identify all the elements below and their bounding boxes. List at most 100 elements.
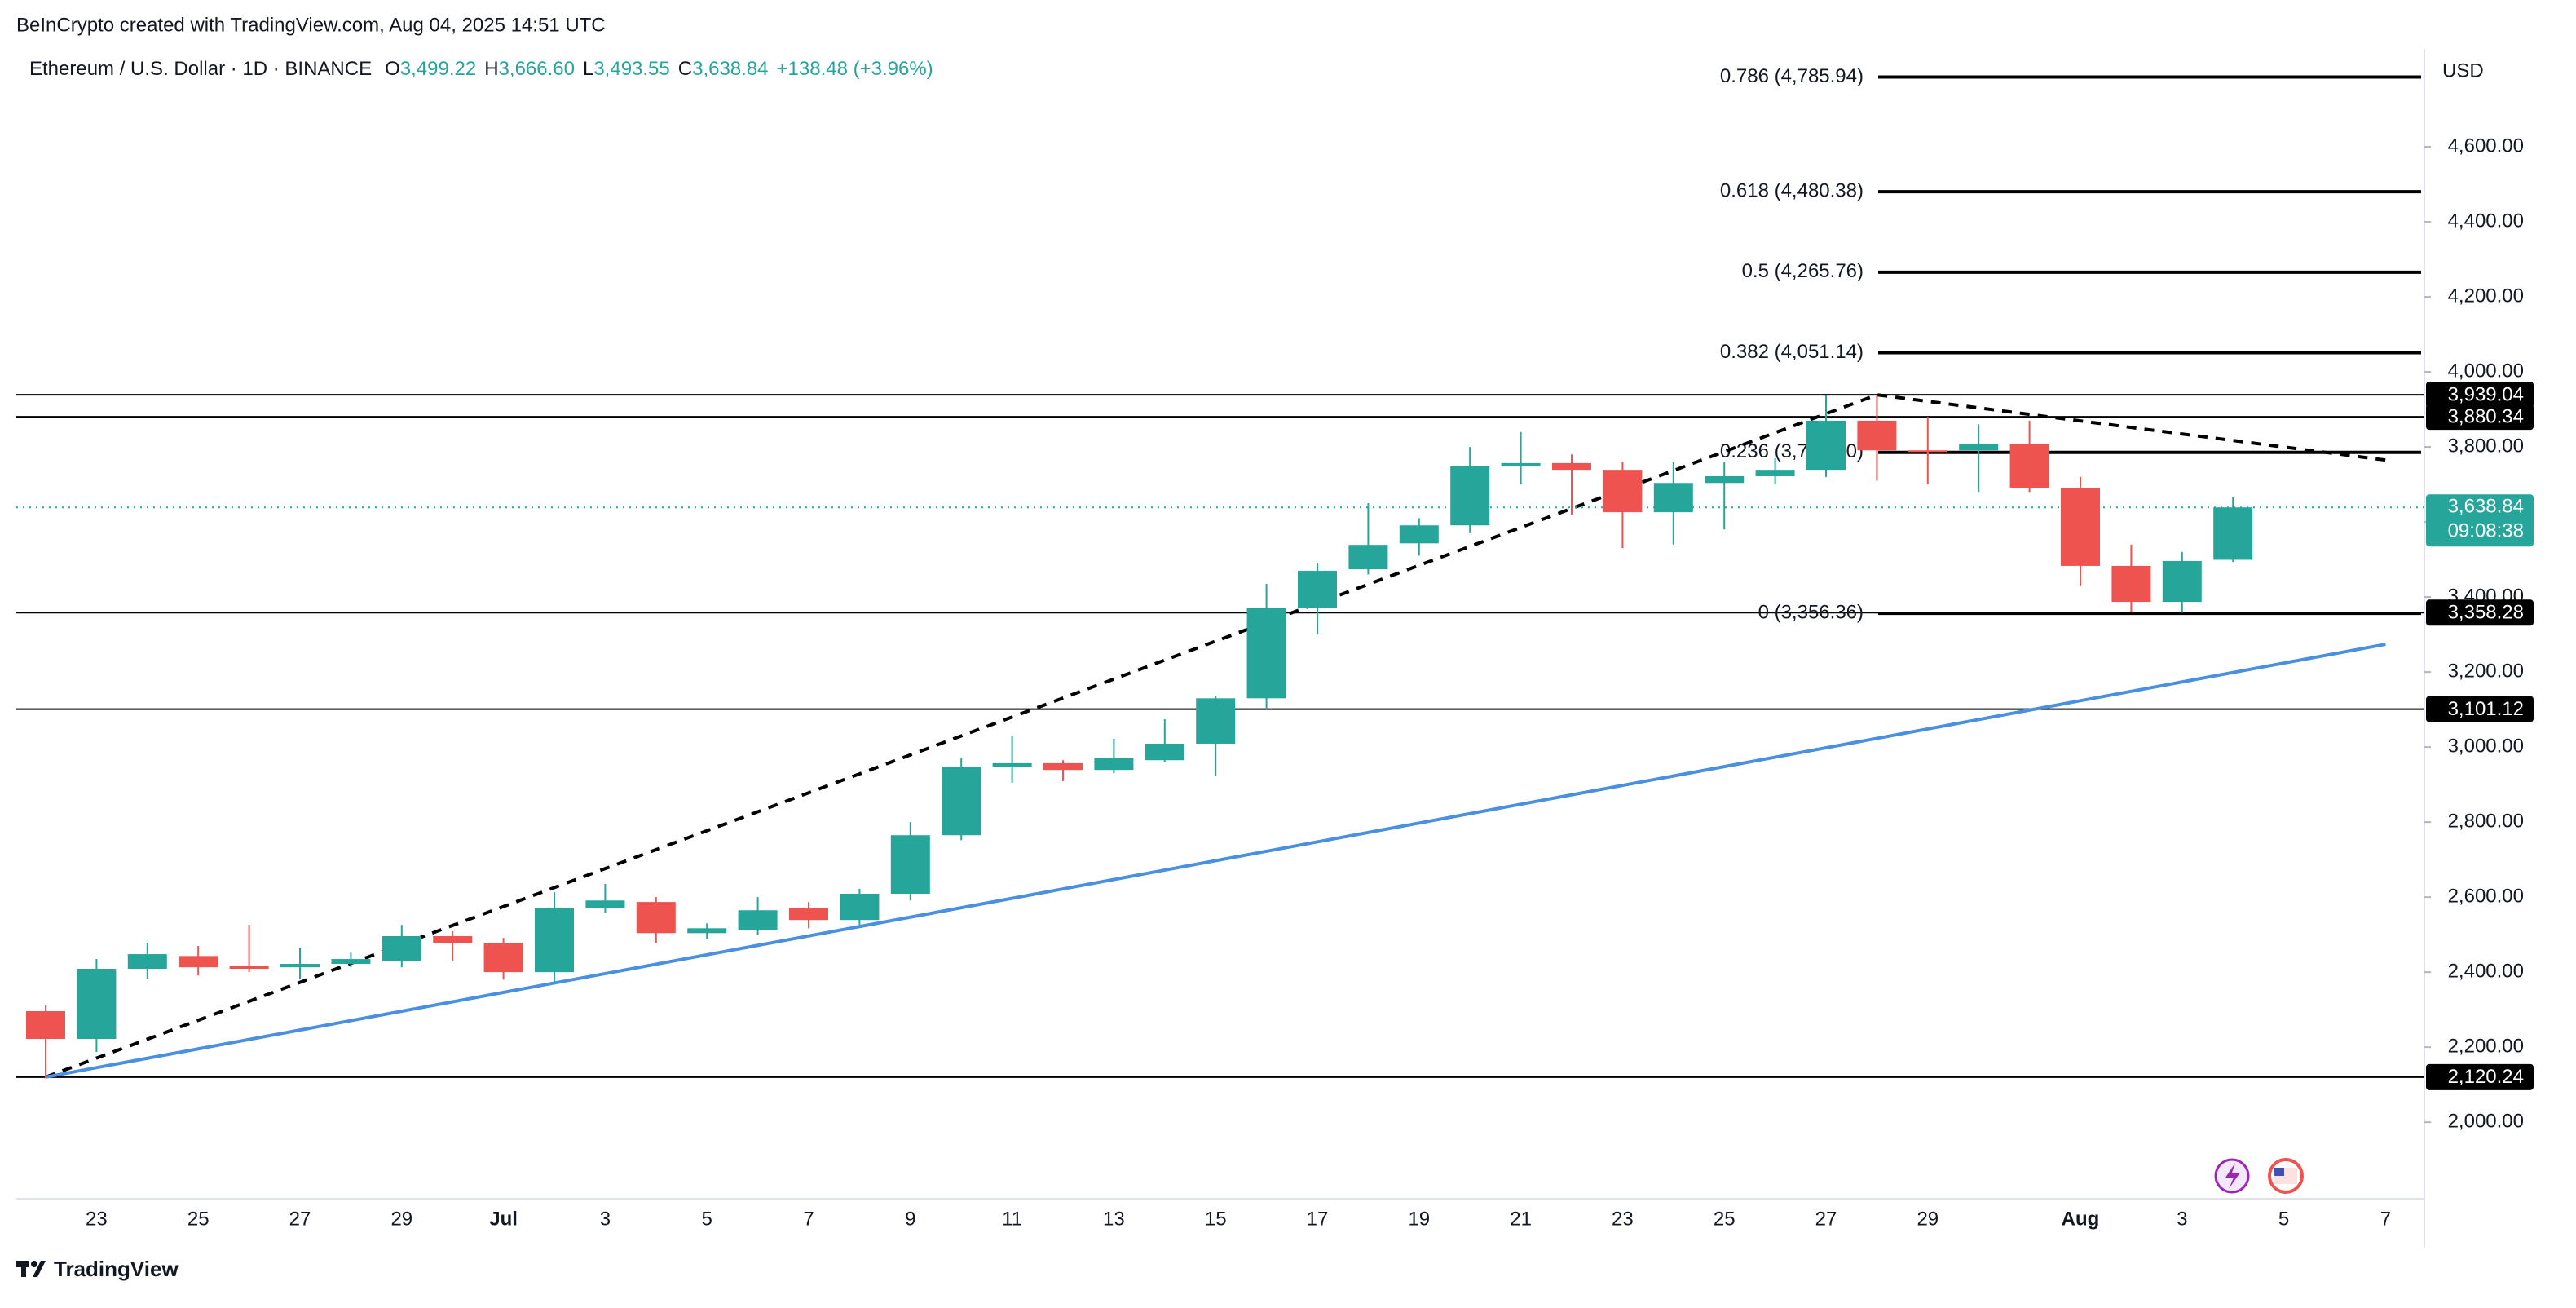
y-tick-label: 4,000.00	[2448, 360, 2524, 382]
candle-body	[636, 902, 676, 934]
candle-body	[840, 893, 880, 921]
x-tick-label: 27	[1815, 1208, 1837, 1230]
candle-body	[992, 762, 1032, 767]
x-tick-label: 25	[1714, 1208, 1736, 1230]
legend-value: 3,493.55	[593, 58, 669, 80]
x-tick-label: 17	[1307, 1208, 1329, 1230]
x-tick-label: 15	[1205, 1208, 1227, 1230]
candle-body	[280, 964, 320, 968]
x-tick-label: 3	[600, 1208, 611, 1230]
x-tick-label: 11	[1002, 1208, 1022, 1230]
legend-key: L	[583, 58, 593, 80]
candle-body	[1094, 758, 1134, 771]
legend-value: 3,638.84	[692, 58, 768, 80]
candle-body	[1501, 462, 1541, 467]
x-tick-label: 29	[1917, 1208, 1939, 1230]
fib-label: 0.382 (4,051.14)	[1720, 341, 1864, 363]
candle-body	[2111, 565, 2151, 603]
candle-body	[179, 956, 218, 968]
legend-key: H	[484, 58, 498, 80]
level-tag	[2426, 404, 2534, 431]
candle-body	[331, 959, 371, 965]
level-tag-label: 2,120.24	[2448, 1066, 2524, 1088]
x-tick-label: 21	[1510, 1208, 1532, 1230]
x-tick-label: 3	[2177, 1208, 2187, 1230]
candle-body	[127, 954, 167, 969]
legend-key: C	[678, 58, 692, 80]
x-tick-label: 7	[803, 1208, 814, 1230]
candle-body	[1603, 470, 1643, 513]
candle-body	[1552, 462, 1591, 471]
legend: Ethereum / U.S. Dollar · 1D · BINANCE O 3,…	[29, 58, 933, 80]
level-tag	[2426, 1063, 2534, 1090]
x-tick-label: 29	[390, 1208, 412, 1230]
candle-body	[1653, 483, 1693, 513]
level-tag	[2426, 599, 2534, 626]
candle-body	[1399, 525, 1439, 544]
candle-body	[1908, 450, 1947, 453]
level-tag-label: 3,101.12	[2448, 698, 2524, 720]
y-tick-label: 4,400.00	[2448, 210, 2524, 232]
header: BeInCrypto created with TradingView.com,…	[16, 14, 606, 36]
x-tick-label: 23	[86, 1208, 108, 1230]
price-tag	[2426, 494, 2534, 547]
candle-body	[2213, 507, 2253, 560]
brand-logo	[16, 1261, 46, 1277]
candle-body	[2061, 488, 2100, 566]
fib-label: 0.786 (4,785.94)	[1720, 65, 1864, 87]
x-tick-label: 7	[2380, 1208, 2391, 1230]
candle-body	[1450, 466, 1490, 526]
y-tick-label: 3,000.00	[2448, 735, 2524, 757]
candle-body	[1857, 420, 1897, 451]
y-tick-label: 2,200.00	[2448, 1035, 2524, 1057]
x-tick-label: 25	[187, 1208, 210, 1230]
y-tick-label: 2,600.00	[2448, 885, 2524, 907]
candle-body	[1959, 443, 1999, 451]
y-tick-label: 3,200.00	[2448, 660, 2524, 682]
candle-body	[890, 835, 930, 894]
candle-body	[738, 910, 778, 930]
candle-body	[229, 966, 269, 969]
level-tag-label: 3,358.28	[2448, 602, 2524, 624]
level-tag-label: 3,939.04	[2448, 383, 2524, 405]
icons	[2214, 1158, 2304, 1194]
candle-body	[1705, 475, 1745, 484]
candle-body	[483, 943, 523, 973]
legend-value: +138.48 (+3.96%)	[777, 58, 933, 80]
x-tick-label: Jul	[489, 1208, 518, 1230]
price-tag-label: 3,638.84	[2448, 496, 2524, 518]
x-tick-label: 27	[289, 1208, 311, 1230]
candle-body	[1145, 743, 1184, 761]
fib-label: 0 (3,356.36)	[1758, 602, 1864, 624]
x-tick-label: 9	[905, 1208, 915, 1230]
legend-value: 3,666.60	[499, 58, 575, 80]
y-tick-label: 2,000.00	[2448, 1110, 2524, 1132]
candle-body	[535, 908, 574, 973]
trendline	[45, 643, 2386, 1079]
candle-body	[433, 935, 473, 943]
candle-body	[789, 908, 828, 921]
candle-body	[585, 900, 625, 908]
candle-body	[1196, 698, 1236, 744]
candle-body	[1298, 570, 1337, 608]
fib-label: 0.618 (4,480.38)	[1720, 179, 1864, 201]
trendline	[45, 393, 2386, 1079]
candle-body	[1806, 420, 1846, 471]
x-tick-label: 5	[2278, 1208, 2289, 1230]
legend-key: O	[385, 58, 400, 80]
level-tag-label: 3,880.34	[2448, 405, 2524, 427]
x-tick-label: 19	[1408, 1208, 1430, 1230]
price-tag-countdown: 09:08:38	[2448, 520, 2524, 542]
candle-body	[1348, 545, 1388, 570]
candle-body	[26, 1010, 65, 1040]
candle-body	[687, 928, 727, 934]
legend-title: Ethereum / U.S. Dollar · 1D · BINANCE	[29, 58, 372, 80]
x-tick-label: Aug	[2062, 1208, 2100, 1230]
candle-body	[77, 969, 117, 1040]
candle-body	[1246, 608, 1286, 699]
y-tick-label: 4,200.00	[2448, 285, 2524, 307]
fib-label: 0.5 (4,265.76)	[1742, 260, 1864, 282]
candle-body	[1043, 762, 1083, 771]
candle-body	[942, 767, 981, 836]
